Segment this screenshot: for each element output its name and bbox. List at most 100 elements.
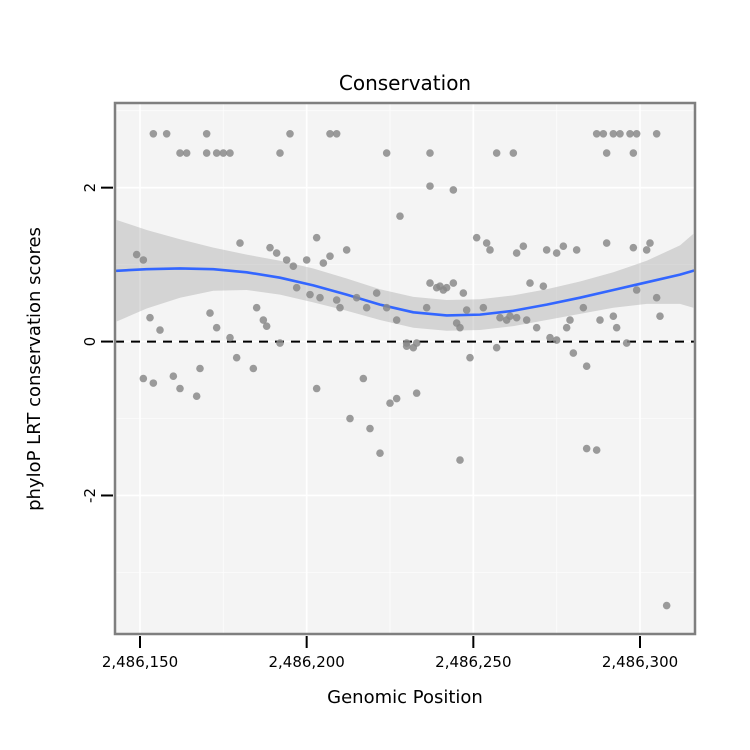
data-point	[612, 323, 621, 332]
data-point	[596, 316, 604, 324]
data-point	[342, 246, 351, 254]
data-point	[592, 129, 601, 138]
data-point	[422, 303, 431, 312]
data-point	[609, 129, 618, 138]
data-point	[582, 444, 591, 453]
data-point	[169, 372, 178, 380]
data-point	[519, 242, 528, 250]
data-point	[156, 326, 164, 334]
data-point	[276, 339, 284, 347]
data-point	[522, 316, 531, 324]
data-point	[212, 149, 221, 157]
data-point	[382, 303, 391, 312]
data-point	[526, 279, 534, 287]
data-point	[492, 149, 501, 157]
data-point	[139, 256, 148, 264]
data-point	[569, 349, 578, 357]
data-point	[479, 303, 488, 312]
data-point	[652, 293, 661, 302]
data-point	[292, 283, 301, 292]
data-point	[202, 129, 211, 138]
scatter-points	[132, 129, 671, 610]
data-point	[602, 149, 611, 157]
data-point	[626, 129, 634, 138]
data-point	[662, 601, 671, 610]
data-point	[149, 379, 158, 387]
data-point	[326, 129, 334, 138]
data-point	[466, 353, 474, 362]
data-point	[386, 399, 394, 407]
x-tick-label: 2,486,150	[102, 653, 178, 671]
data-point	[206, 309, 214, 317]
data-point	[599, 129, 608, 138]
data-point	[212, 323, 221, 332]
data-point	[262, 322, 271, 330]
data-point	[646, 239, 654, 247]
data-point	[346, 414, 354, 423]
data-point	[382, 149, 391, 157]
data-point	[656, 312, 664, 320]
data-point	[139, 374, 148, 383]
data-point	[579, 303, 588, 312]
data-point	[149, 129, 158, 138]
data-point	[312, 384, 321, 393]
minor-gridlines	[115, 103, 695, 634]
data-point	[302, 256, 311, 264]
data-point	[232, 353, 241, 362]
y-tick-label: 2	[81, 183, 99, 193]
data-point	[592, 446, 601, 454]
data-point	[176, 149, 184, 157]
data-point	[622, 339, 631, 347]
data-point	[146, 313, 154, 322]
data-point	[456, 323, 464, 332]
data-point	[392, 394, 401, 403]
data-point	[162, 129, 171, 138]
axis-tick-labels: 2,486,150 2,486,200 2,486,250 2,486,300 -2 0 2	[81, 183, 678, 671]
data-point	[176, 384, 184, 393]
data-point	[496, 313, 504, 322]
data-point	[492, 343, 501, 352]
data-point	[412, 339, 421, 347]
x-tick-label: 2,486,300	[602, 653, 678, 671]
data-point	[532, 323, 541, 332]
data-point	[449, 279, 458, 287]
data-point	[546, 333, 554, 342]
data-point	[359, 374, 368, 383]
plot-title: Conservation	[339, 71, 471, 95]
data-point	[629, 243, 638, 252]
data-point	[456, 456, 464, 464]
data-point	[459, 289, 468, 297]
data-point	[552, 336, 561, 344]
y-axis-title: phyloP LRT conservation scores	[24, 227, 45, 511]
data-point	[392, 316, 401, 324]
data-point	[326, 252, 334, 260]
data-point	[402, 342, 411, 350]
data-point	[376, 449, 384, 457]
data-point	[552, 249, 561, 257]
data-point	[396, 212, 404, 220]
data-point	[426, 182, 434, 190]
data-point	[506, 312, 514, 320]
data-point	[632, 286, 641, 294]
data-point	[629, 149, 638, 157]
data-point	[272, 249, 281, 257]
y-tick-label: -2	[81, 488, 99, 503]
data-point	[182, 149, 191, 157]
data-point	[412, 389, 421, 397]
data-point	[202, 149, 211, 157]
smooth-trend-line	[115, 267, 695, 317]
data-point	[426, 149, 434, 157]
data-point	[652, 129, 661, 138]
data-point	[226, 149, 234, 157]
panel-border	[113, 101, 697, 636]
data-point	[559, 242, 568, 250]
data-point	[259, 316, 268, 324]
data-point	[352, 293, 361, 302]
data-point	[282, 256, 291, 264]
data-point	[362, 303, 371, 312]
data-point	[276, 149, 284, 157]
data-point	[486, 246, 494, 254]
data-point	[512, 249, 521, 257]
data-point	[372, 289, 381, 297]
x-axis-title: Genomic Position	[327, 687, 483, 708]
